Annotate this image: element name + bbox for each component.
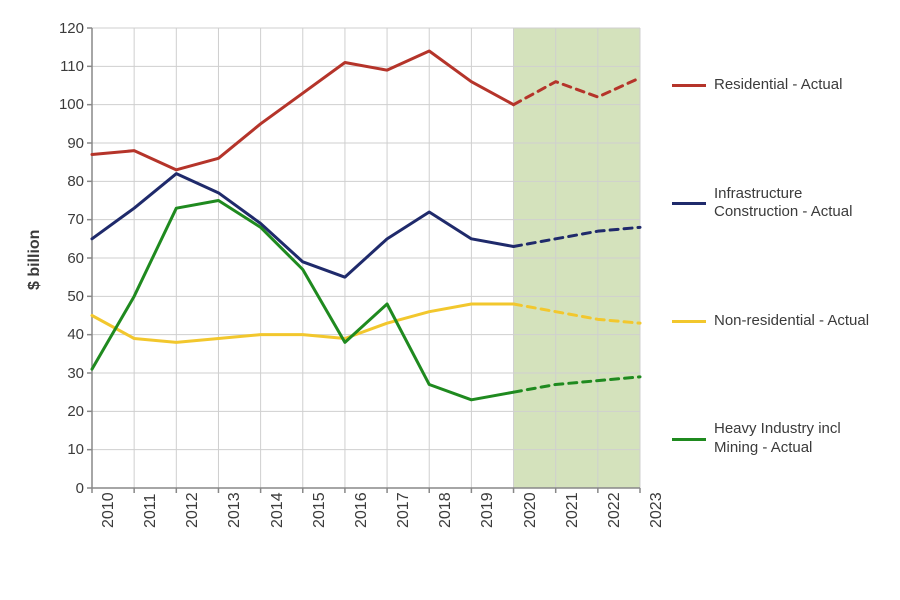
- x-tick: 2016: [353, 498, 371, 528]
- y-tick: 30: [44, 365, 84, 382]
- legend-swatch: [672, 320, 706, 323]
- legend-swatch: [672, 202, 706, 205]
- y-tick: 50: [44, 288, 84, 305]
- y-tick: 80: [44, 173, 84, 190]
- y-tick: 20: [44, 403, 84, 420]
- legend-item-nonresidential: Non-residential - Actual: [672, 312, 882, 331]
- x-tick: 2012: [184, 498, 202, 528]
- y-tick: 90: [44, 135, 84, 152]
- y-tick: 10: [44, 441, 84, 458]
- x-tick: 2019: [479, 498, 497, 528]
- x-tick: 2021: [564, 498, 582, 528]
- x-tick: 2023: [648, 498, 666, 528]
- legend-label: Non-residential - Actual: [714, 312, 869, 331]
- y-tick: 110: [44, 58, 84, 75]
- y-tick: 0: [44, 480, 84, 497]
- legend-item-heavy: Heavy Industry incl Mining - Actual: [672, 420, 882, 458]
- x-tick: 2017: [395, 498, 413, 528]
- x-tick: 2011: [142, 498, 160, 528]
- y-tick: 40: [44, 326, 84, 343]
- x-tick: 2010: [100, 498, 118, 528]
- legend-swatch: [672, 84, 706, 87]
- x-tick: 2018: [437, 498, 455, 528]
- x-tick: 2013: [226, 498, 244, 528]
- legend: Residential - Actual Infrastructure Const…: [672, 76, 882, 458]
- y-tick: 70: [44, 211, 84, 228]
- x-tick: 2022: [606, 498, 624, 528]
- y-tick: 120: [44, 20, 84, 37]
- legend-label: Heavy Industry incl Mining - Actual: [714, 420, 882, 458]
- x-tick: 2020: [522, 498, 540, 528]
- legend-item-infrastructure: Infrastructure Construction - Actual: [672, 185, 882, 223]
- legend-swatch: [672, 438, 706, 441]
- chart-container: { "chart": { "type": "line", "dimensions…: [0, 0, 900, 600]
- x-tick: 2015: [311, 498, 329, 528]
- line-chart: [92, 28, 640, 488]
- legend-label: Residential - Actual: [714, 76, 842, 95]
- legend-label: Infrastructure Construction - Actual: [714, 185, 882, 223]
- y-tick: 60: [44, 250, 84, 267]
- x-tick: 2014: [269, 498, 287, 528]
- y-tick: 100: [44, 96, 84, 113]
- legend-item-residential: Residential - Actual: [672, 76, 882, 95]
- y-axis-label: $ billion: [26, 230, 44, 290]
